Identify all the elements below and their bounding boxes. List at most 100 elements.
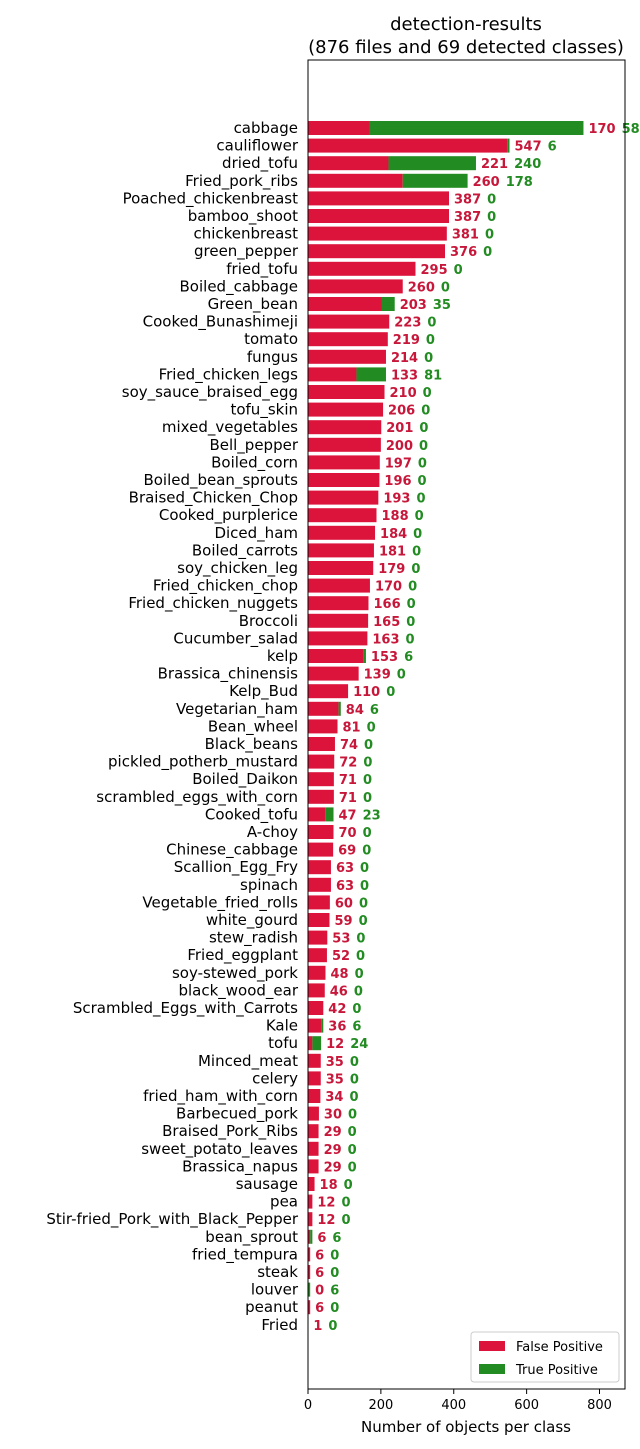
value-label-true-positive: 0 bbox=[421, 404, 430, 419]
value-label-true-positive: 0 bbox=[348, 1160, 357, 1175]
value-label-false-positive: 170 bbox=[588, 122, 615, 137]
value-label-false-positive: 547 bbox=[514, 140, 541, 155]
bar-false-positive bbox=[308, 1194, 313, 1209]
value-label-true-positive: 0 bbox=[483, 245, 492, 260]
value-label-false-positive: 74 bbox=[340, 738, 358, 753]
category-label: Fried_pork_ribs bbox=[185, 172, 298, 191]
bar-false-positive bbox=[308, 226, 447, 241]
bar-false-positive bbox=[308, 332, 388, 347]
category-label: pickled_potherb_mustard bbox=[108, 753, 298, 772]
category-label: dried_tofu bbox=[222, 154, 298, 173]
bar-false-positive bbox=[308, 948, 327, 963]
bar-false-positive bbox=[308, 561, 374, 575]
value-label-false-positive: 181 bbox=[379, 544, 406, 559]
bar-false-positive bbox=[308, 842, 334, 857]
x-tick-label: 400 bbox=[441, 1398, 466, 1413]
category-label: Diced_ham bbox=[214, 524, 298, 543]
value-label-true-positive: 6 bbox=[352, 1020, 361, 1035]
bar-false-positive bbox=[308, 455, 380, 470]
chart-subtitle: (876 files and 69 detected classes) bbox=[308, 37, 624, 58]
value-label-false-positive: 12 bbox=[326, 1037, 344, 1052]
category-label: Vegetarian_ham bbox=[176, 700, 298, 719]
bar-false-positive bbox=[308, 1089, 321, 1103]
value-label-true-positive: 0 bbox=[344, 1178, 353, 1193]
bar-false-positive bbox=[308, 578, 370, 593]
bar-true-positive bbox=[381, 297, 395, 311]
bar-true-positive bbox=[312, 1036, 322, 1051]
category-label: Fried bbox=[261, 1316, 298, 1334]
category-label: bean_sprout bbox=[205, 1228, 298, 1247]
category-label: Fried_chicken_chop bbox=[153, 577, 298, 596]
category-label: peanut bbox=[245, 1298, 298, 1316]
bar-true-positive bbox=[321, 1018, 324, 1033]
bar-false-positive bbox=[308, 385, 385, 399]
category-label: Poached_chickenbreast bbox=[123, 189, 299, 208]
legend-label-true-positive: True Positive bbox=[515, 1363, 598, 1378]
value-label-false-positive: 153 bbox=[371, 650, 398, 665]
category-label: chickenbreast bbox=[193, 225, 298, 243]
value-label-true-positive: 0 bbox=[419, 421, 428, 436]
category-label: Boiled_carrots bbox=[192, 541, 298, 560]
value-label-true-positive: 0 bbox=[363, 773, 372, 788]
value-label-false-positive: 30 bbox=[324, 1108, 342, 1123]
bar-false-positive bbox=[308, 402, 384, 417]
value-label-false-positive: 6 bbox=[317, 1231, 326, 1246]
bar-false-positive bbox=[308, 173, 403, 188]
category-label: bamboo_shoot bbox=[188, 207, 298, 226]
bar-false-positive bbox=[308, 1159, 319, 1174]
value-label-false-positive: 36 bbox=[328, 1020, 346, 1035]
category-label: Chinese_cabbage bbox=[166, 841, 298, 860]
value-label-true-positive: 0 bbox=[418, 474, 427, 489]
value-label-true-positive: 0 bbox=[356, 949, 365, 964]
value-label-true-positive: 0 bbox=[328, 1319, 337, 1334]
category-label: cabbage bbox=[234, 119, 298, 137]
bar-false-positive bbox=[308, 1071, 321, 1086]
value-label-true-positive: 0 bbox=[350, 1055, 359, 1070]
value-label-true-positive: 0 bbox=[415, 509, 424, 524]
value-label-false-positive: 295 bbox=[420, 263, 447, 278]
value-label-true-positive: 0 bbox=[386, 685, 395, 700]
value-label-false-positive: 221 bbox=[481, 157, 508, 172]
bar-false-positive bbox=[308, 121, 370, 135]
value-label-false-positive: 0 bbox=[315, 1284, 324, 1299]
bar-false-positive bbox=[308, 279, 403, 294]
value-label-true-positive: 35 bbox=[433, 298, 451, 313]
category-label: Kelp_Bud bbox=[229, 682, 298, 701]
value-label-true-positive: 0 bbox=[411, 562, 420, 577]
bar-true-positive bbox=[507, 138, 510, 153]
bar-false-positive bbox=[308, 297, 382, 311]
x-tick-label: 600 bbox=[514, 1398, 539, 1413]
x-tick-label: 800 bbox=[587, 1398, 612, 1413]
value-label-true-positive: 0 bbox=[359, 896, 368, 911]
value-label-true-positive: 0 bbox=[367, 720, 376, 735]
category-label: Boiled_corn bbox=[211, 453, 298, 472]
plot-frame bbox=[307, 59, 626, 1390]
value-label-true-positive: 0 bbox=[487, 210, 496, 225]
value-label-true-positive: 0 bbox=[360, 861, 369, 876]
bar-false-positive bbox=[308, 191, 450, 206]
value-label-true-positive: 0 bbox=[354, 984, 363, 999]
category-label: Brassica_napus bbox=[182, 1157, 298, 1176]
value-label-true-positive: 0 bbox=[330, 1266, 339, 1281]
bar-false-positive bbox=[308, 737, 335, 751]
category-label: Boiled_cabbage bbox=[180, 277, 298, 296]
bar-true-positive bbox=[388, 156, 476, 171]
value-label-true-positive: 0 bbox=[348, 1143, 357, 1158]
value-label-false-positive: 12 bbox=[317, 1196, 335, 1211]
category-label: fried_tempura bbox=[192, 1245, 298, 1264]
value-label-false-positive: 184 bbox=[380, 527, 407, 542]
category-label: white_gourd bbox=[206, 911, 298, 930]
value-label-false-positive: 210 bbox=[390, 386, 417, 401]
category-label: Minced_meat bbox=[198, 1052, 298, 1071]
value-label-true-positive: 0 bbox=[363, 756, 372, 771]
bar-false-positive bbox=[308, 666, 359, 681]
value-label-true-positive: 0 bbox=[427, 316, 436, 331]
value-label-false-positive: 59 bbox=[334, 914, 352, 929]
x-tick-label: 200 bbox=[368, 1398, 393, 1413]
value-label-true-positive: 0 bbox=[485, 228, 494, 243]
value-label-true-positive: 0 bbox=[364, 738, 373, 753]
value-label-false-positive: 206 bbox=[388, 404, 415, 419]
value-label-false-positive: 381 bbox=[452, 228, 479, 243]
category-label: Black_beans bbox=[205, 735, 299, 754]
